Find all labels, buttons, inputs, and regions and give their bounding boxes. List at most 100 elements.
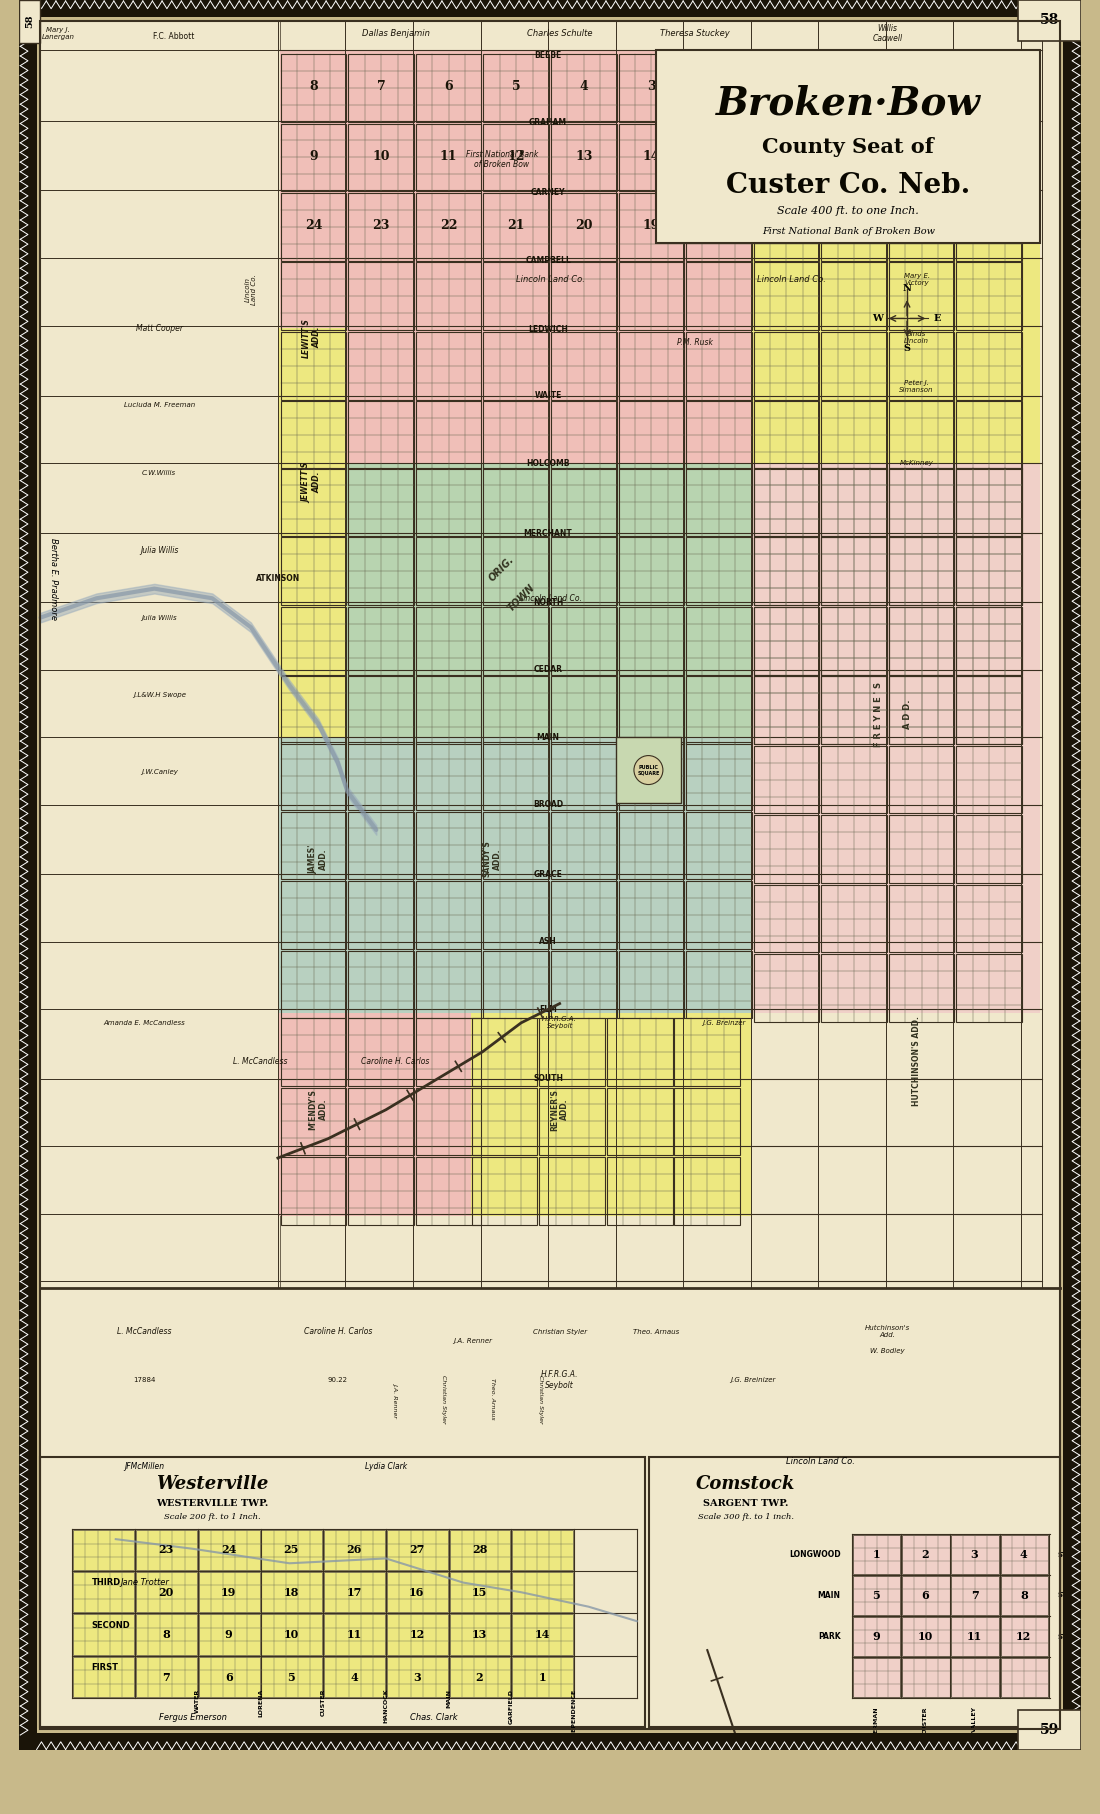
Bar — [956, 608, 1022, 675]
Bar — [471, 1014, 750, 1215]
Text: J.A. Renner: J.A. Renner — [453, 1339, 493, 1344]
Bar — [450, 1573, 510, 1613]
Text: 23: 23 — [373, 219, 389, 232]
Bar — [956, 677, 1022, 744]
Bar — [483, 401, 549, 470]
Bar — [754, 885, 820, 952]
Bar — [513, 1573, 573, 1613]
Bar — [280, 811, 346, 880]
Text: Gottfried
Rautlick: Gottfried Rautlick — [901, 205, 933, 219]
Text: Julia Willis: Julia Willis — [140, 546, 178, 555]
Bar — [686, 742, 751, 809]
Text: Amanda E. McCandless: Amanda E. McCandless — [103, 1019, 186, 1027]
Bar — [483, 332, 549, 399]
Text: 18: 18 — [711, 219, 727, 232]
Text: Lincoln Land Co.: Lincoln Land Co. — [516, 276, 584, 285]
Text: Lincoln
Land Co.: Lincoln Land Co. — [244, 274, 257, 305]
Bar — [483, 608, 549, 675]
Text: 10: 10 — [373, 151, 389, 163]
Bar — [483, 537, 549, 606]
Bar — [483, 882, 549, 949]
Bar — [262, 1614, 322, 1654]
Bar — [889, 816, 955, 883]
Bar — [280, 263, 346, 330]
Text: 10: 10 — [284, 1629, 299, 1640]
Text: CEDAR: CEDAR — [534, 666, 562, 675]
Text: CUSTER: CUSTER — [923, 1707, 928, 1734]
Text: Broken·Bow: Broken·Bow — [716, 83, 980, 122]
Bar — [349, 537, 414, 606]
Bar — [136, 1656, 197, 1698]
Bar — [889, 954, 955, 1021]
Text: 6: 6 — [444, 80, 453, 93]
Bar — [754, 746, 820, 813]
Bar — [551, 608, 617, 675]
Bar — [822, 332, 887, 399]
Bar — [822, 468, 887, 535]
Bar — [74, 1614, 134, 1654]
Text: Comstock: Comstock — [696, 1475, 795, 1493]
Bar — [1001, 1658, 1048, 1698]
Text: Julia Willis: Julia Willis — [142, 615, 177, 620]
Bar — [618, 608, 684, 675]
Bar — [1018, 0, 1080, 40]
Bar — [618, 332, 684, 399]
Text: Lincoln Land Co.: Lincoln Land Co. — [757, 276, 826, 285]
Bar — [889, 468, 955, 535]
Bar — [754, 192, 820, 261]
Bar — [280, 537, 346, 606]
Bar — [889, 885, 955, 952]
Bar — [349, 263, 414, 330]
Text: First National Bank
of Broken Bow: First National Bank of Broken Bow — [465, 149, 538, 169]
Bar — [889, 263, 955, 330]
Text: MAIN: MAIN — [537, 733, 560, 742]
Bar — [686, 468, 751, 535]
Text: Mary E.
Victory: Mary E. Victory — [903, 274, 929, 287]
Bar — [262, 1573, 322, 1613]
Text: Matt Cooper: Matt Cooper — [135, 323, 183, 332]
Bar — [416, 742, 482, 809]
Bar — [278, 736, 752, 1014]
Text: SOUTH: SOUTH — [534, 1074, 563, 1083]
Text: 3: 3 — [647, 80, 656, 93]
Bar — [551, 742, 617, 809]
Bar — [686, 54, 751, 122]
Text: Chas. Clark: Chas. Clark — [410, 1712, 458, 1721]
Bar — [416, 1157, 482, 1224]
Bar — [754, 332, 820, 399]
Text: McKinney: McKinney — [900, 461, 934, 466]
Text: 23: 23 — [158, 1544, 174, 1555]
Text: Fergus Emerson: Fergus Emerson — [160, 1712, 227, 1721]
Bar — [822, 816, 887, 883]
Bar — [889, 537, 955, 606]
Bar — [551, 54, 617, 122]
Text: W: W — [871, 314, 882, 323]
Text: Lincoln Land Co.: Lincoln Land Co. — [518, 593, 582, 602]
Text: A D D.: A D D. — [902, 700, 912, 729]
Text: 14: 14 — [535, 1629, 550, 1640]
Bar — [754, 468, 820, 535]
Text: C.W.Willis: C.W.Willis — [142, 470, 176, 475]
Text: WESTERVILLE TWP.: WESTERVILLE TWP. — [156, 1498, 268, 1507]
Bar — [952, 1658, 999, 1698]
Bar — [754, 677, 820, 744]
Bar — [551, 677, 617, 744]
Text: 15: 15 — [472, 1587, 487, 1598]
Bar — [551, 401, 617, 470]
Bar — [686, 332, 751, 399]
Text: 5: 5 — [872, 1589, 880, 1600]
Bar — [280, 54, 346, 122]
Text: 15: 15 — [711, 151, 727, 163]
Bar — [387, 1531, 448, 1571]
Text: 7: 7 — [970, 1589, 979, 1600]
Text: WATER: WATER — [196, 1689, 200, 1712]
Bar — [416, 537, 482, 606]
Bar — [387, 1656, 448, 1698]
Text: 4: 4 — [580, 80, 588, 93]
Bar — [754, 816, 820, 883]
Text: LEDWICH: LEDWICH — [528, 325, 568, 334]
Text: JFMcMillen: JFMcMillen — [124, 1462, 165, 1471]
Bar — [952, 1618, 999, 1656]
Text: SECOND: SECOND — [91, 1620, 131, 1629]
Text: Theo. Arnaus: Theo. Arnaus — [490, 1379, 495, 1420]
